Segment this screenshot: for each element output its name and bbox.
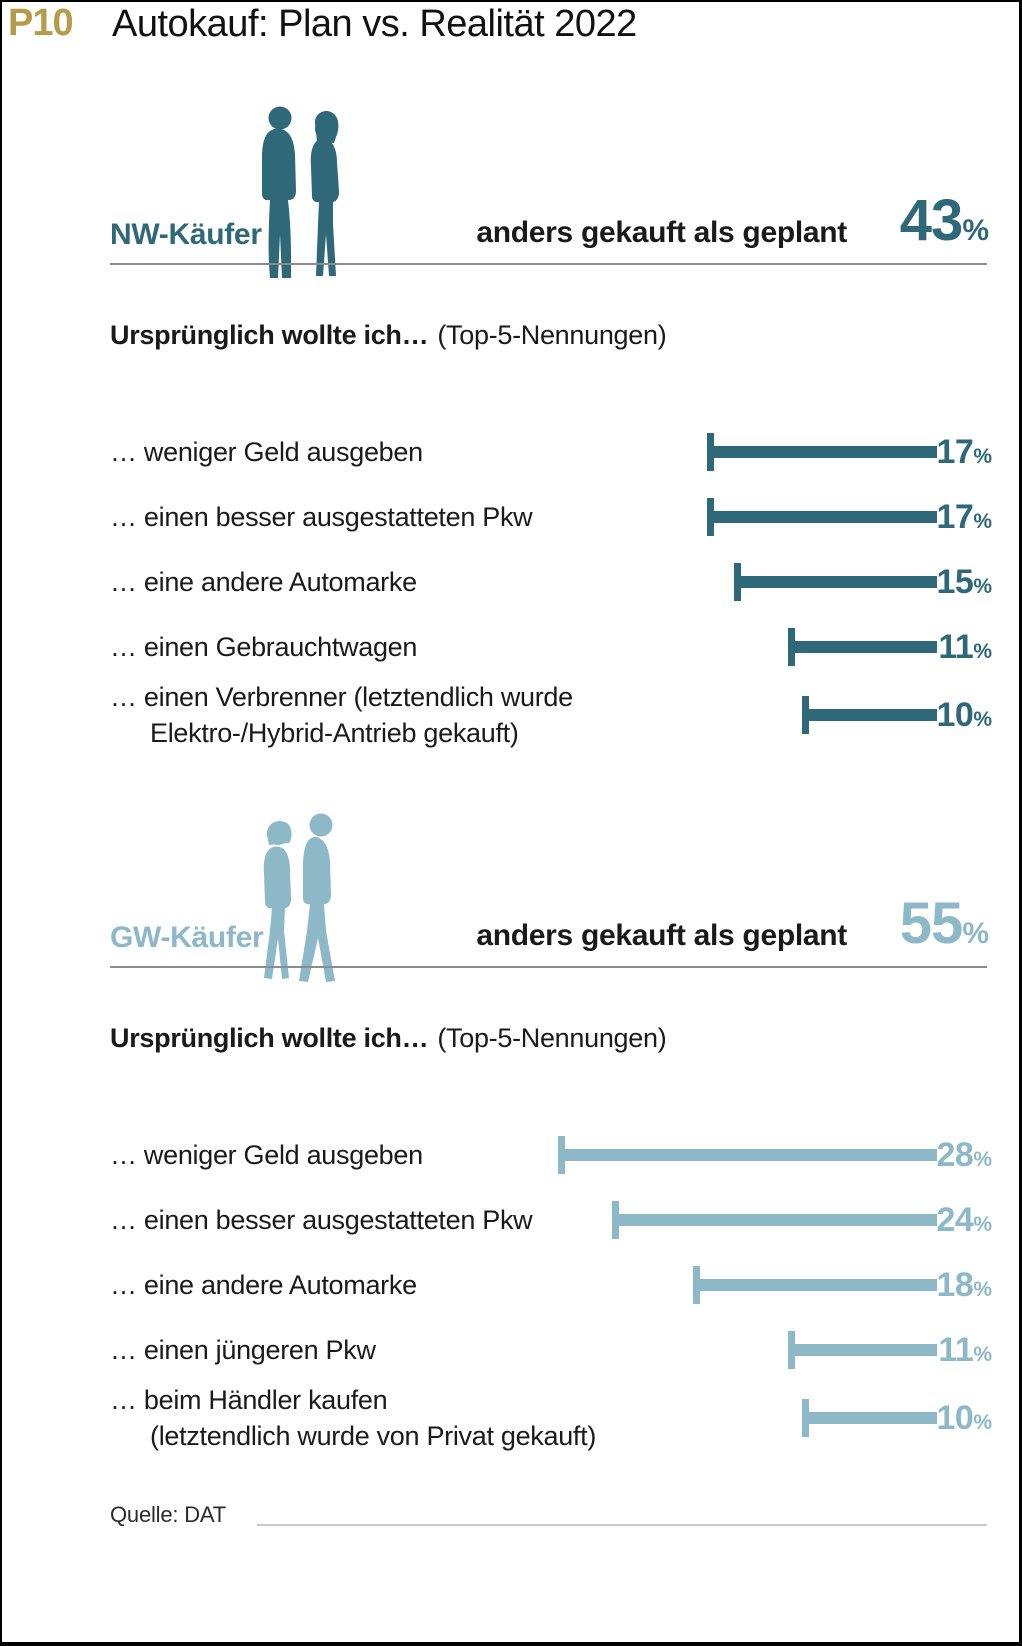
nw-bar-list: … weniger Geld ausgeben 17% … einen bess…: [110, 419, 992, 751]
nw-intro-note: (Top-5-Nennungen): [437, 320, 667, 350]
nw-intro-bold: Ursprünglich wollte ich…: [110, 320, 429, 350]
gw-buyers-couple-icon: [263, 813, 335, 982]
bar-row: … eine andere Automarke 15%: [110, 549, 992, 614]
bar-row-label: … einen Gebrauchtwagen: [110, 631, 418, 662]
bar-row: … beim Händler kaufen (letztendlich wurd…: [110, 1382, 992, 1454]
bar-value-label: 11%: [938, 1330, 992, 1369]
nw-headline: anders gekauft als geplant: [476, 216, 847, 249]
gw-intro-note: (Top-5-Nennungen): [437, 1023, 667, 1053]
page-title: Autokauf: Plan vs. Realität 2022: [112, 3, 637, 45]
bar-row-label: … eine andere Automarke: [110, 1269, 417, 1300]
page-tag: P10: [8, 2, 74, 44]
bar-value-label: 24%: [936, 1200, 992, 1239]
bar-row: … einen besser ausgestatteten Pkw 24%: [110, 1187, 992, 1252]
gw-headline-unit: %: [962, 917, 989, 950]
gw-headline-value: 55: [899, 891, 964, 956]
bar-row-label: … einen jüngeren Pkw: [110, 1334, 376, 1365]
nw-headline-value: 43: [899, 188, 964, 253]
bar-row: … einen Verbrenner (letztendlich wurde E…: [110, 679, 992, 751]
bar-row-label: … einen besser ausgestatteten Pkw: [110, 1204, 533, 1235]
bar-row-label: … beim Händler kaufen (letztendlich wurd…: [110, 1385, 597, 1451]
bar-row: … weniger Geld ausgeben 28%: [110, 1122, 992, 1187]
bar-row-label: … einen besser ausgestatteten Pkw: [110, 501, 533, 532]
bar-row-label: … eine andere Automarke: [110, 566, 417, 597]
gw-headline: anders gekauft als geplant: [476, 919, 847, 952]
nw-group-label: NW-Käufer: [110, 218, 262, 251]
bar-value-label: 11%: [938, 627, 992, 666]
bar-row: … einen jüngeren Pkw 11%: [110, 1317, 992, 1382]
bar-value-label: 18%: [936, 1265, 992, 1304]
bar-value-label: 28%: [936, 1135, 992, 1174]
gw-intro: Ursprünglich wollte ich… (Top-5-Nennungen…: [110, 1023, 667, 1054]
bar-row: … einen Gebrauchtwagen 11%: [110, 614, 992, 679]
nw-buyers-couple-icon: [262, 106, 339, 278]
bar-value-label: 10%: [936, 1399, 992, 1437]
nw-intro: Ursprünglich wollte ich… (Top-5-Nennungen…: [110, 320, 667, 351]
bar-value-label: 15%: [936, 562, 992, 601]
source-note: Quelle: DAT: [110, 1502, 226, 1527]
nw-baseline-rule: [110, 263, 987, 265]
bar-value-label: 10%: [936, 696, 992, 734]
bar-row-label: … weniger Geld ausgeben: [110, 436, 423, 467]
gw-bar-list: … weniger Geld ausgeben 28% … einen bess…: [110, 1122, 992, 1454]
nw-headline-unit: %: [962, 214, 989, 247]
bar-row: … eine andere Automarke 18%: [110, 1252, 992, 1317]
bar-row: … weniger Geld ausgeben 17%: [110, 419, 992, 484]
gw-group-label: GW-Käufer: [110, 921, 264, 954]
bar-row-label: … einen Verbrenner (letztendlich wurde E…: [110, 682, 573, 748]
footer-rule: [257, 1524, 987, 1526]
gw-headline-percentage: 55%: [900, 895, 989, 953]
bar-row-label: … weniger Geld ausgeben: [110, 1139, 423, 1170]
bar-row: … einen besser ausgestatteten Pkw 17%: [110, 484, 992, 549]
gw-intro-bold: Ursprünglich wollte ich…: [110, 1023, 429, 1053]
bar-value-label: 17%: [936, 497, 992, 536]
gw-baseline-rule: [110, 966, 987, 968]
bar-value-label: 17%: [936, 432, 992, 471]
nw-headline-percentage: 43%: [900, 192, 989, 250]
